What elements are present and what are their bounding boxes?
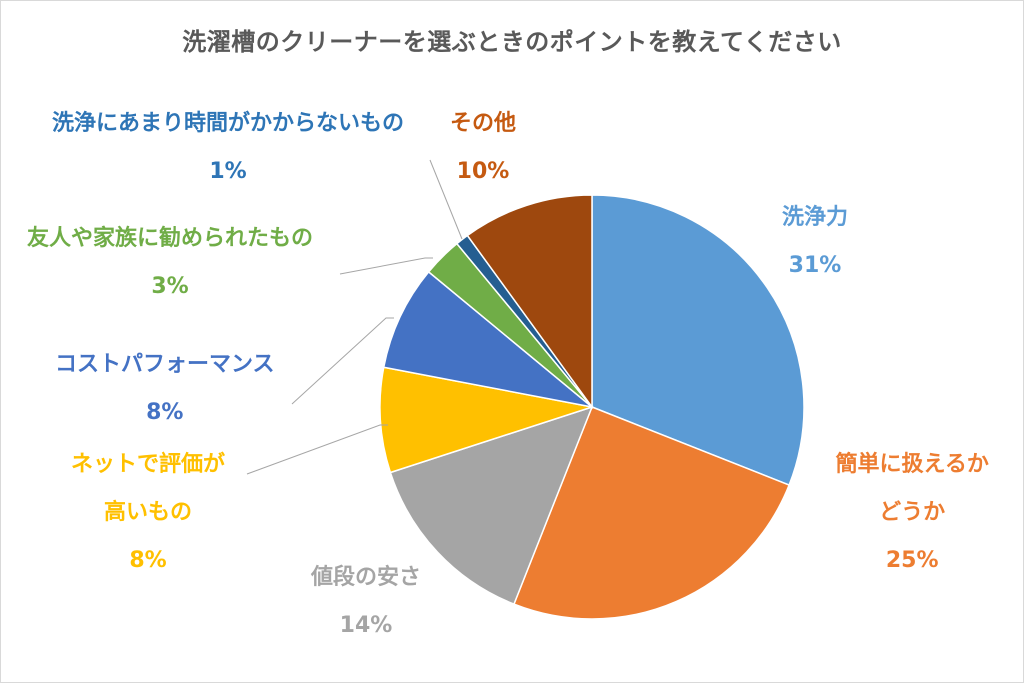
leader-lines bbox=[246, 159, 463, 475]
data-label-7: 洗浄にあまり時間がかからないもの 1% bbox=[52, 111, 404, 185]
leader-line-6 bbox=[339, 257, 433, 275]
data-label-value: 8% bbox=[129, 548, 167, 573]
data-label-name: その他 bbox=[450, 111, 517, 136]
leader-line-5 bbox=[291, 317, 394, 405]
data-label-5: コストパフォーマンス 8% bbox=[55, 352, 275, 426]
data-label-name: 値段の安さ bbox=[311, 565, 422, 590]
data-label-name: コストパフォーマンス bbox=[55, 352, 275, 377]
data-label-value: 3% bbox=[151, 274, 189, 299]
pie-slice-8 bbox=[466, 194, 593, 410]
data-label-1: 洗浄力 31% bbox=[782, 205, 848, 279]
data-label-value: 10% bbox=[456, 159, 510, 184]
leader-line-4 bbox=[246, 424, 388, 475]
data-label-3: 値段の安さ 14% bbox=[311, 565, 421, 639]
data-label-4: ネットで評価が 高いもの 8% bbox=[71, 452, 225, 574]
data-label-name: 簡単に扱えるか bbox=[835, 452, 989, 477]
data-label-value: 1% bbox=[209, 159, 247, 184]
pie-slices bbox=[379, 194, 805, 620]
data-label-8: その他 10% bbox=[450, 111, 516, 185]
pie-slice-1 bbox=[591, 194, 805, 487]
data-label-name: どうか bbox=[879, 500, 946, 525]
data-label-value: 14% bbox=[339, 613, 393, 638]
data-label-name: 洗浄にあまり時間がかからないもの bbox=[52, 111, 405, 136]
data-label-value: 25% bbox=[885, 548, 939, 573]
data-label-value: 8% bbox=[146, 400, 184, 425]
pie-slice-4 bbox=[379, 366, 593, 474]
data-label-name: 洗浄力 bbox=[782, 205, 849, 230]
pie-slice-2 bbox=[512, 406, 791, 620]
data-label-name: 高いもの bbox=[104, 500, 193, 525]
leader-line-7 bbox=[429, 159, 463, 240]
data-label-2: 簡単に扱えるか どうか 25% bbox=[836, 452, 989, 574]
pie-slice-5 bbox=[382, 270, 593, 408]
data-label-6: 友人や家族に勧められたもの 3% bbox=[27, 226, 313, 300]
data-label-name: ネットで評価が bbox=[71, 452, 226, 477]
data-label-name: 友人や家族に勧められたもの bbox=[27, 226, 314, 251]
chart-title: 洗濯槽のクリーナーを選ぶときのポイントを教えてください bbox=[182, 28, 842, 56]
data-label-value: 31% bbox=[788, 253, 842, 278]
